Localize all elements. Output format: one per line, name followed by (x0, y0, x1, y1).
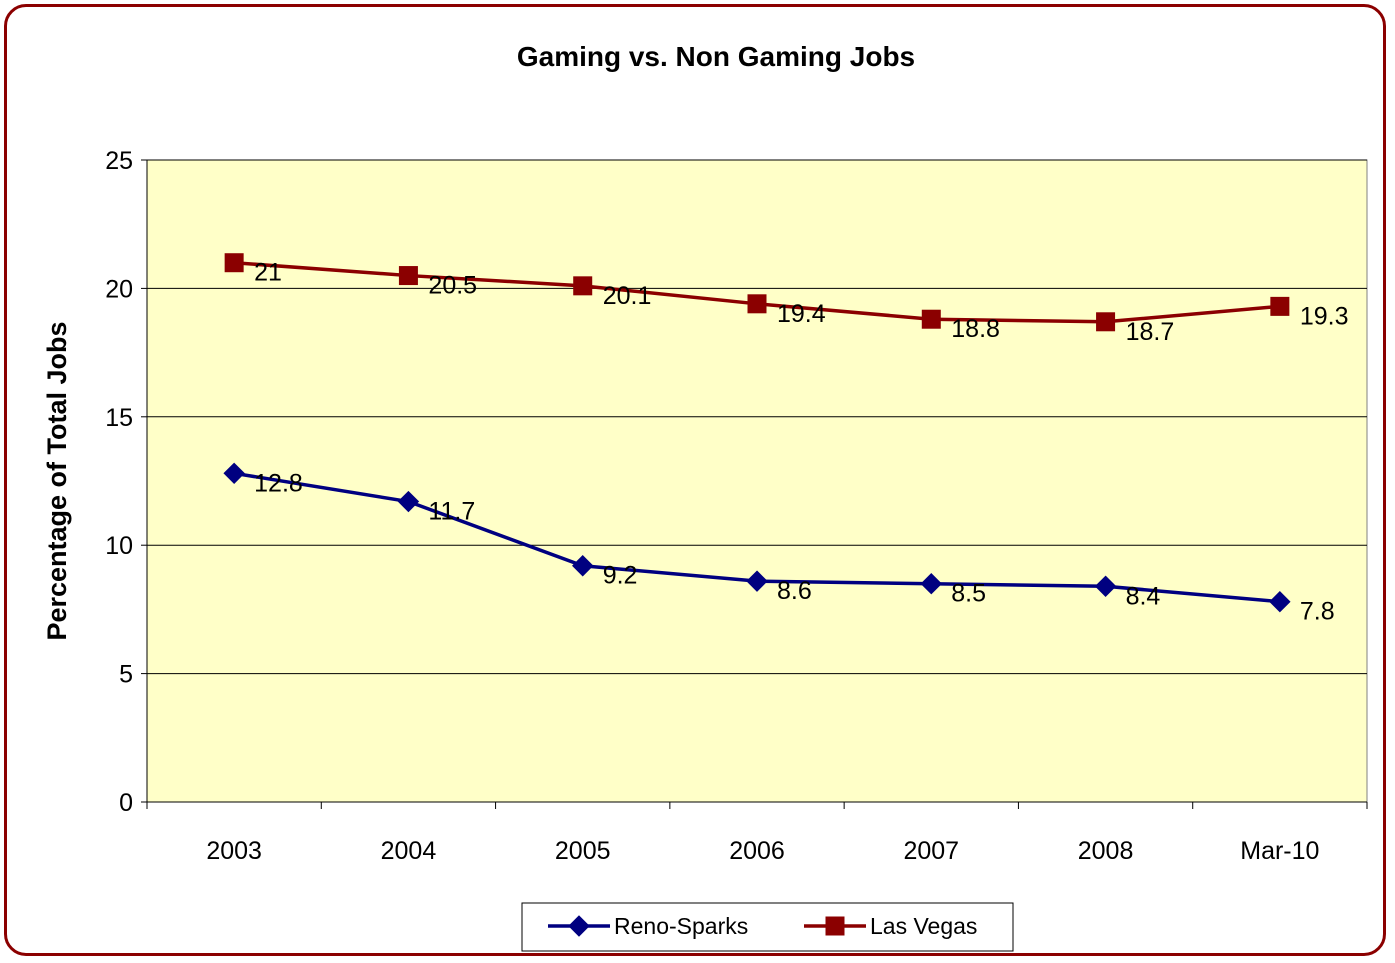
x-tick-label: 2004 (381, 837, 437, 865)
x-tick-label: 2006 (729, 837, 785, 865)
y-tick-label: 10 (105, 532, 133, 560)
legend-marker (568, 915, 590, 937)
legend-label: Reno-Sparks (614, 913, 748, 939)
data-label: 8.5 (951, 580, 986, 608)
data-label: 11.7 (428, 498, 475, 526)
data-label: 20.5 (428, 272, 477, 300)
data-point (223, 462, 245, 485)
legend: Reno-Sparks Las Vegas (521, 902, 1014, 952)
data-point (920, 573, 942, 595)
data-label: 19.4 (777, 300, 826, 328)
data-label: 12.8 (254, 469, 303, 497)
data-point (746, 570, 768, 592)
data-point (572, 555, 594, 577)
x-tick-label: 2008 (1078, 837, 1134, 865)
y-tick-label: 20 (105, 275, 133, 303)
series-layer: 12.8 11.7 9.2 8.6 8.5 8.4 7.8 21 20.5 20.1 19.4 18.… (223, 253, 1349, 626)
data-point (1270, 296, 1290, 316)
x-tick-label: 2007 (903, 837, 959, 865)
x-tick-label: Mar-10 (1240, 837, 1319, 865)
x-tick-label: 2003 (206, 837, 262, 865)
data-label: 19.3 (1300, 302, 1349, 330)
data-label: 20.1 (603, 282, 652, 310)
data-point (1094, 575, 1117, 597)
data-point (1269, 590, 1291, 613)
data-point (224, 253, 244, 273)
data-label: 18.7 (1126, 318, 1175, 346)
series-reno-sparks: 12.8 11.7 9.2 8.6 8.5 8.4 7.8 (223, 462, 1335, 626)
x-tick-label: 2005 (555, 837, 611, 865)
data-point (573, 276, 593, 296)
data-label: 8.6 (777, 577, 812, 605)
data-label: 18.8 (951, 315, 1000, 343)
legend-label: Las Vegas (870, 913, 977, 939)
data-point (921, 309, 941, 329)
data-label: 9.2 (603, 562, 638, 590)
data-point (398, 266, 418, 286)
gridlines (147, 159, 1367, 675)
legend-marker (825, 916, 845, 936)
data-point (1096, 312, 1116, 332)
data-point (747, 294, 767, 314)
chart-title: Gaming vs. Non Gaming Jobs (517, 41, 915, 72)
plot-area (146, 159, 1368, 803)
y-tick-label: 25 (105, 147, 133, 175)
legend-item: Las Vegas (804, 913, 977, 939)
data-label: 21 (254, 259, 282, 287)
axes: 0 5 10 15 20 25 2003 2004 2005 2006 2007 2008 Mar-10 (105, 147, 1368, 865)
data-label: 8.4 (1126, 582, 1161, 610)
legend-item: Reno-Sparks (548, 913, 748, 939)
data-point (397, 490, 420, 513)
y-tick-label: 5 (119, 661, 133, 689)
y-tick-label: 0 (119, 789, 133, 817)
data-label: 7.8 (1300, 598, 1335, 626)
y-tick-label: 15 (105, 404, 133, 432)
y-axis-label: Percentage of Total Jobs (42, 321, 72, 640)
series-las-vegas: 21 20.5 20.1 19.4 18.8 18.7 19.3 (224, 253, 1349, 346)
